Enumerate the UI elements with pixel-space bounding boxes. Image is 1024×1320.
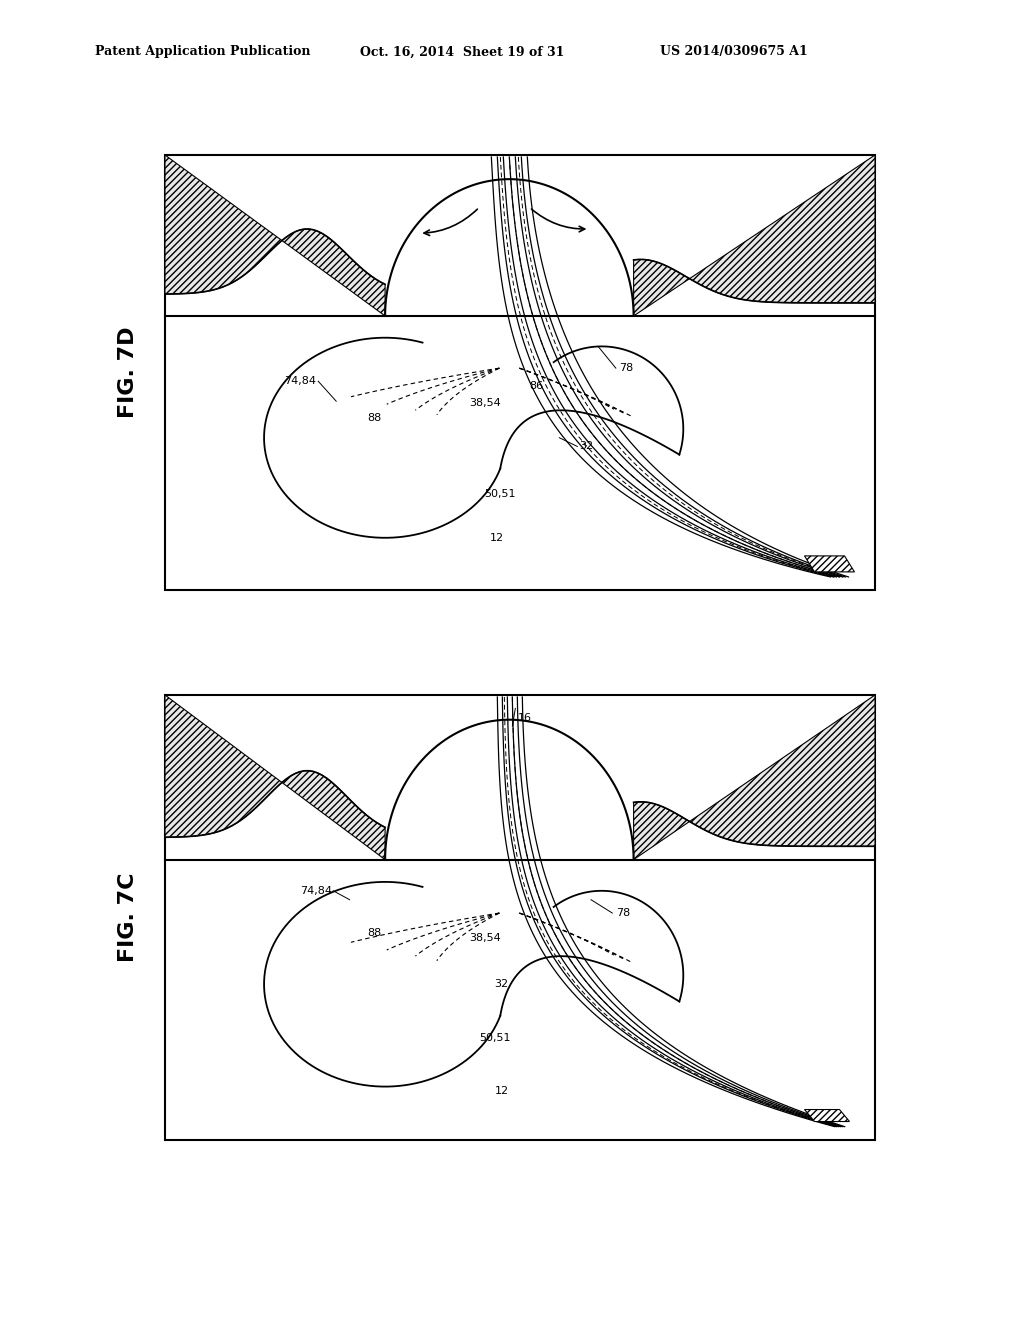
Bar [165,696,874,1140]
Text: 16: 16 [517,713,531,723]
Text: 74,84: 74,84 [285,376,316,387]
Text: 12: 12 [495,1086,509,1096]
Text: US 2014/0309675 A1: US 2014/0309675 A1 [660,45,808,58]
Polygon shape [165,696,385,859]
Polygon shape [805,1110,850,1122]
Polygon shape [634,154,874,315]
Polygon shape [634,696,874,859]
Polygon shape [805,556,854,572]
Bar [165,154,874,590]
Text: 38,54: 38,54 [469,932,501,942]
Text: 86: 86 [529,380,544,391]
Text: 32: 32 [495,979,509,989]
Text: 88: 88 [368,928,382,939]
Text: 32: 32 [580,441,594,451]
Text: 74,84: 74,84 [300,886,332,896]
Polygon shape [165,154,385,315]
Text: 50,51: 50,51 [479,1032,511,1043]
Text: 50,51: 50,51 [484,490,516,499]
Text: FIG. 7C: FIG. 7C [118,873,138,962]
Text: 78: 78 [615,908,630,917]
Text: 38,54: 38,54 [469,397,501,408]
Text: Patent Application Publication: Patent Application Publication [95,45,310,58]
Text: FIG. 7D: FIG. 7D [118,326,138,417]
Text: 88: 88 [368,413,382,424]
Text: 12: 12 [489,533,504,543]
Text: 78: 78 [620,363,634,374]
Text: Oct. 16, 2014  Sheet 19 of 31: Oct. 16, 2014 Sheet 19 of 31 [360,45,564,58]
